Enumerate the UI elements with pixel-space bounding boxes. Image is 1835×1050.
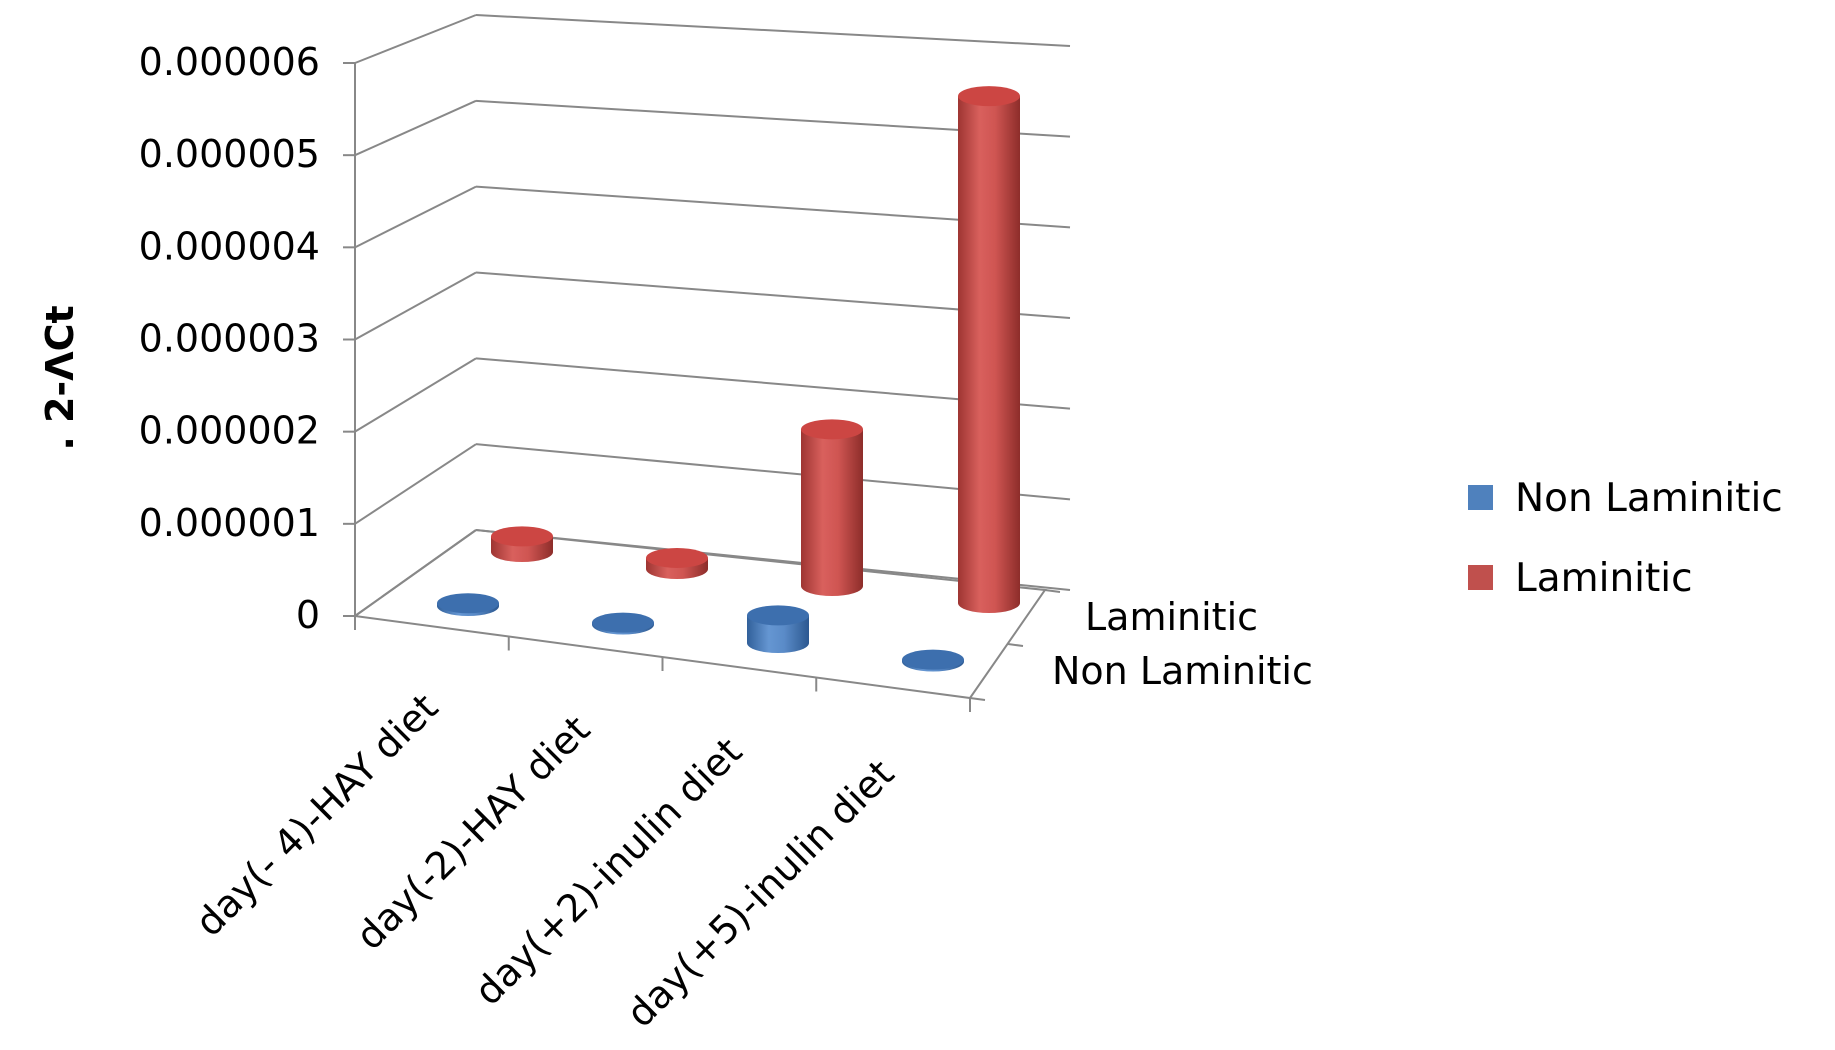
- depth-label-non-laminitic: Non Laminitic: [1052, 649, 1313, 693]
- x-tick-marks: [354, 616, 971, 712]
- depth-label-laminitic: Laminitic: [1085, 595, 1258, 639]
- y-tick-label: 0.000003: [139, 317, 320, 361]
- y-tick-label: 0: [296, 593, 320, 637]
- y-tick-label: 0.000001: [139, 501, 320, 545]
- bar-non-laminitic: [747, 605, 809, 653]
- gridline: [343, 14, 1071, 64]
- bar-non-laminitic: [592, 612, 654, 635]
- bar-laminitic: [491, 526, 553, 562]
- y-axis-label: . 2-ΛCt: [38, 305, 82, 450]
- legend: Non Laminitic Laminitic: [1468, 476, 1783, 601]
- floor-depth-tick-back: [1044, 589, 1061, 593]
- bar-laminitic: [801, 419, 863, 596]
- floor-depth-tick-front: [969, 697, 986, 701]
- back-wall-edge: [354, 529, 477, 617]
- y-tick-label: 0.000002: [139, 409, 320, 453]
- floor-depth-tick-mid: [1007, 643, 1024, 647]
- legend-label-non-laminitic: Non Laminitic: [1515, 476, 1783, 521]
- legend-swatch-laminitic: [1468, 565, 1493, 590]
- y-tick-labels: 0 0.000001 0.000002 0.000003 0.000004 0.00000…: [139, 40, 320, 637]
- y-tick-label: 0.000006: [139, 40, 320, 84]
- legend-label-laminitic: Laminitic: [1515, 556, 1693, 601]
- legend-swatch-non-laminitic: [1468, 485, 1493, 510]
- bar-laminitic: [958, 86, 1020, 614]
- bar-non-laminitic: [902, 649, 964, 672]
- bar-laminitic: [646, 547, 708, 579]
- bar-non-laminitic: [437, 593, 499, 616]
- y-tick-label: 0.000005: [139, 132, 320, 176]
- y-tick-label: 0.000004: [139, 224, 320, 268]
- bars: [437, 86, 1020, 672]
